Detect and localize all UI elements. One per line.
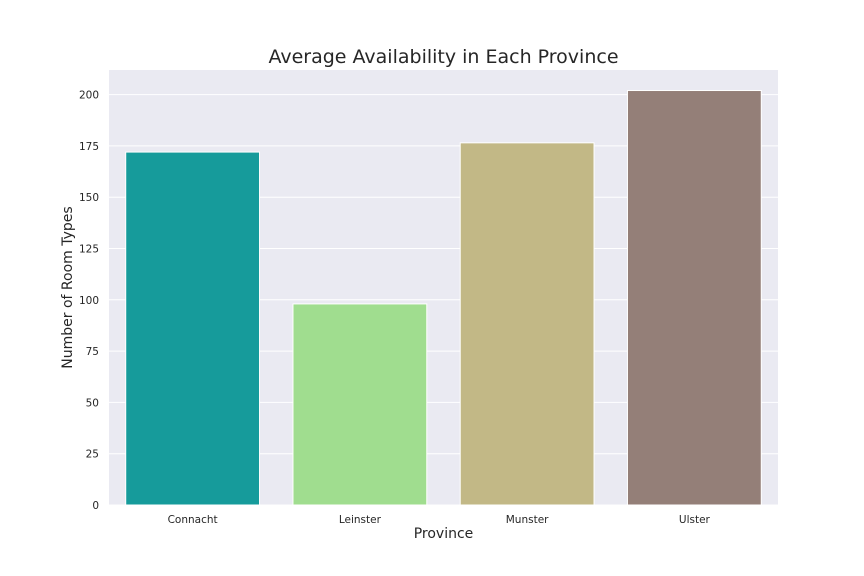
x-axis-label: Province	[414, 526, 474, 542]
bar-ulster	[626, 90, 762, 506]
y-tick-label: 50	[86, 397, 99, 409]
y-tick-label: 125	[79, 244, 99, 256]
bar-leinster	[292, 303, 428, 506]
y-tick-label: 25	[86, 449, 99, 461]
y-tick-label: 150	[79, 192, 99, 204]
x-tick-label: Connacht	[168, 514, 218, 526]
y-tick-label: 0	[92, 500, 99, 512]
y-axis-label: Number of Room Types	[60, 206, 76, 368]
y-tick-label: 175	[79, 141, 99, 153]
x-tick-label: Ulster	[679, 514, 711, 526]
x-tick-label: Leinster	[339, 514, 382, 526]
y-tick-label: 75	[86, 346, 99, 358]
bar-connacht	[125, 151, 261, 506]
y-tick-labels: 0 25 50 75 100 125 150 175 200	[79, 90, 99, 512]
y-tick-label: 200	[79, 90, 99, 102]
bar-munster	[459, 142, 595, 506]
y-tick-label: 100	[79, 295, 99, 307]
x-tick-label: Munster	[506, 514, 549, 526]
chart-title: Average Availability in Each Province	[268, 46, 618, 68]
x-tick-labels: Connacht Leinster Munster Ulster	[168, 514, 711, 526]
bars	[125, 90, 762, 506]
